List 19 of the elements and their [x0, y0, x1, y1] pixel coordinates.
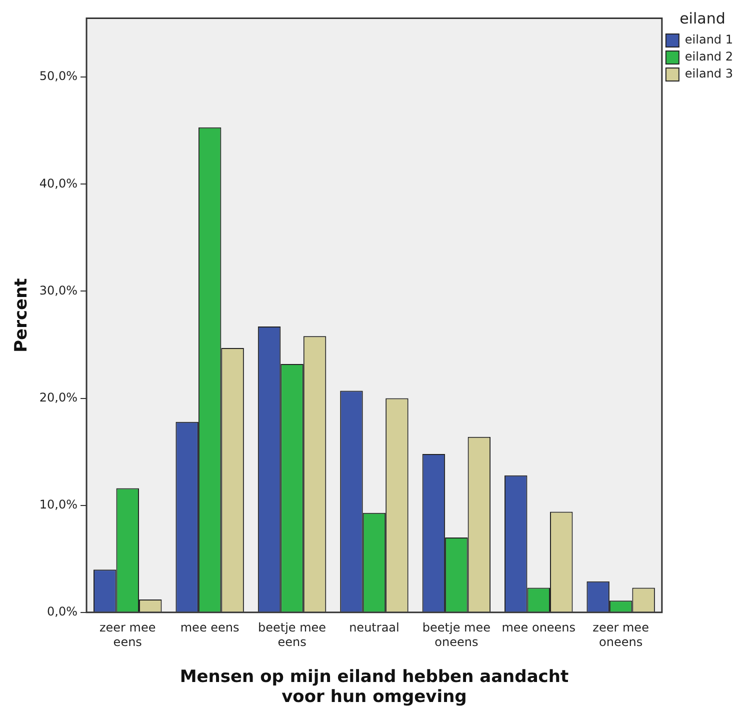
y-tick-label: 40,0% — [39, 176, 78, 190]
x-tick-label: beetje mee eens — [258, 620, 326, 650]
x-tick-label: zeer mee oneens — [592, 620, 649, 650]
y-tick-label: 0,0% — [47, 604, 78, 619]
y-tick-label: 20,0% — [39, 390, 78, 404]
x-tick-label: zeer mee eens — [99, 620, 156, 650]
x-tick-label: mee eens — [180, 620, 240, 635]
x-tick-label: neutraal — [349, 620, 400, 635]
legend-label: eiland 2 — [684, 50, 733, 64]
y-axis-title: Percent — [12, 278, 32, 352]
x-axis-title: Mensen op mijn eiland hebben aandacht voor hun omgeving — [180, 666, 569, 708]
legend-label: eiland 1 — [684, 32, 733, 47]
legend-title: eiland — [680, 9, 726, 28]
x-tick-label: mee oneens — [502, 620, 576, 635]
x-tick-label: beetje mee oneens — [422, 620, 490, 650]
y-tick-label: 50,0% — [39, 69, 78, 84]
y-tick-label: 30,0% — [39, 283, 78, 298]
legend-label: eiland 3 — [684, 66, 733, 81]
y-tick-label: 10,0% — [39, 497, 78, 512]
